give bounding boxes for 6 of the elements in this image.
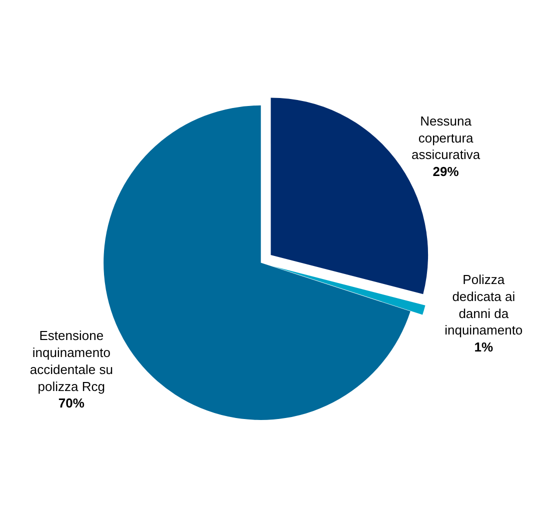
data-label: 70% — [58, 396, 85, 411]
slice-label: Estensione inquinamento accidentale su polizza Rcg — [30, 328, 113, 394]
slice-label: Polizza dedicata ai danni da inquinamento — [444, 272, 523, 338]
data-label: 1% — [474, 340, 494, 355]
data-label: 29% — [432, 164, 460, 180]
slice-label: Nessuna copertura assicurativa — [411, 113, 481, 162]
